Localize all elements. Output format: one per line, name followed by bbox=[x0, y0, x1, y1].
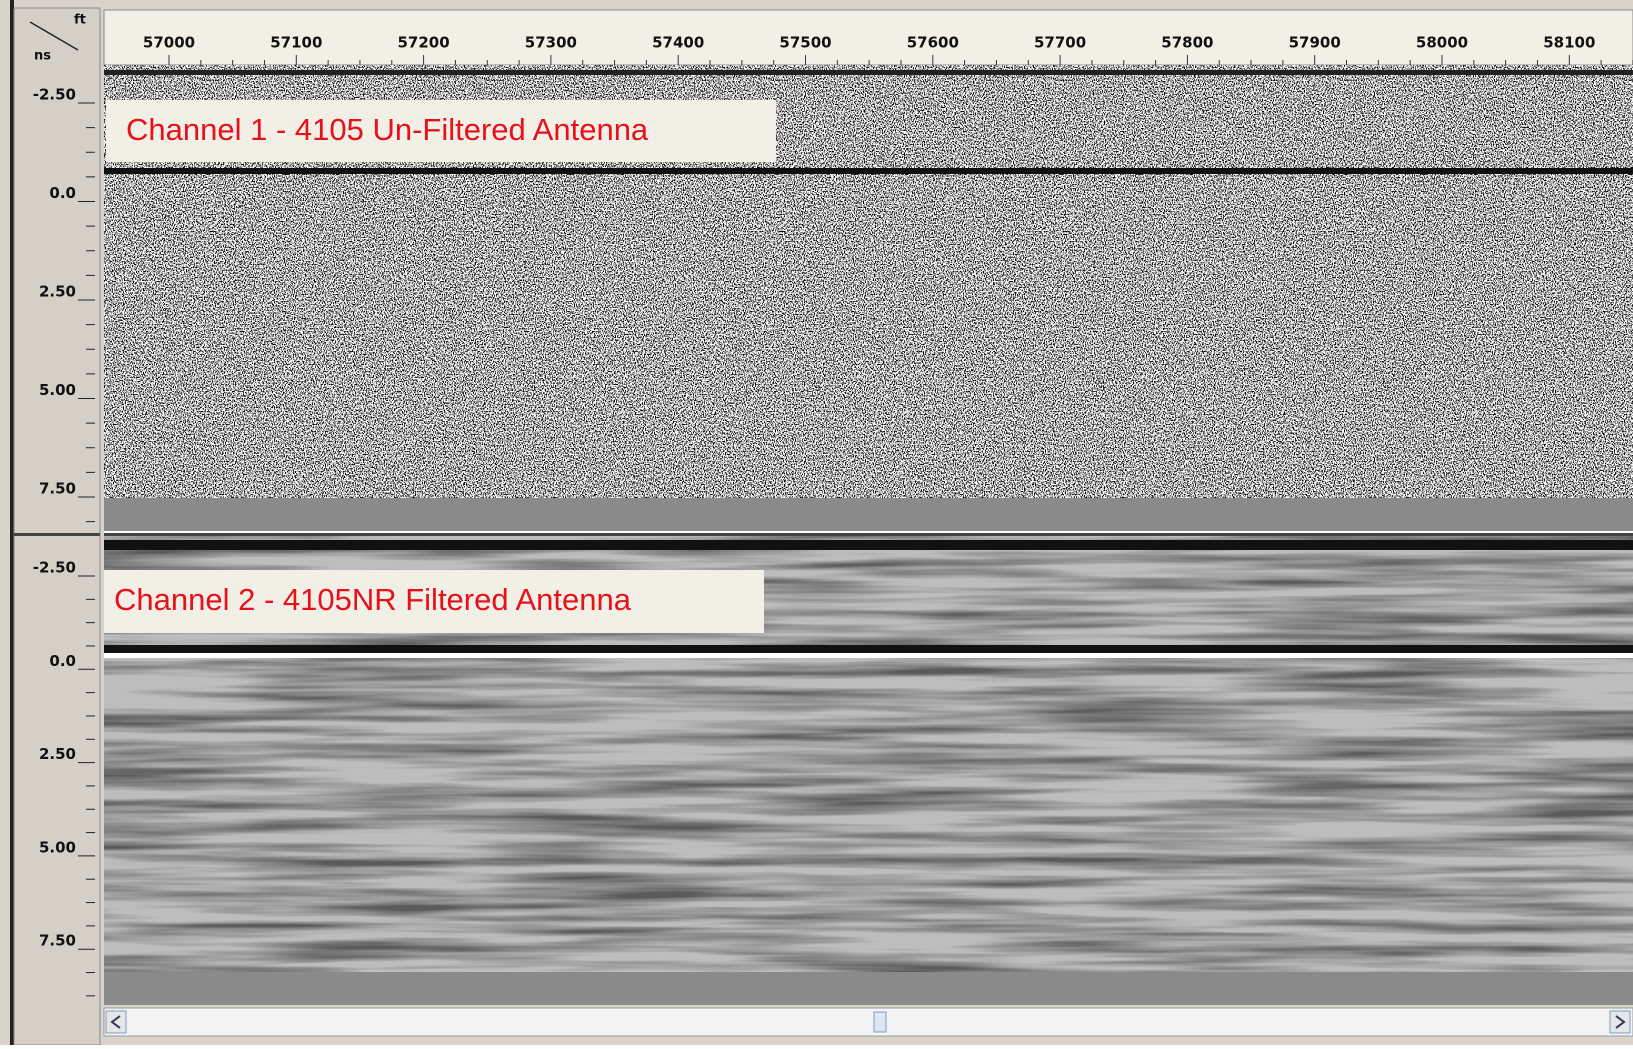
distance-tick-label: 57400 bbox=[652, 34, 704, 52]
channel-divider bbox=[104, 533, 1633, 536]
depth-tick-label: -2.50 bbox=[33, 86, 76, 104]
depth-tick-label: 5.00 bbox=[39, 381, 76, 399]
depth-tick-label: 5.00 bbox=[39, 838, 76, 856]
channel-2-label: Channel 2 - 4105NR Filtered Antenna bbox=[114, 582, 632, 617]
channel-2-surface bbox=[104, 645, 1633, 653]
panel-divider bbox=[14, 533, 100, 536]
unit-y: ns bbox=[34, 49, 51, 64]
depth-panel bbox=[14, 8, 100, 1045]
distance-tick-label: 57000 bbox=[143, 34, 195, 52]
channel-2-surface-light bbox=[104, 653, 1633, 658]
depth-tick-label: 0.0 bbox=[49, 652, 76, 670]
scroll-left-button[interactable] bbox=[106, 1011, 126, 1033]
distance-tick-label: 57500 bbox=[779, 34, 831, 52]
distance-ruler bbox=[104, 10, 1633, 65]
distance-tick-label: 57100 bbox=[270, 34, 322, 52]
depth-tick-label: 0.0 bbox=[49, 184, 76, 202]
depth-tick-label: 2.50 bbox=[39, 283, 76, 301]
scrollbar[interactable] bbox=[104, 1008, 1633, 1036]
depth-tick-label: 7.50 bbox=[39, 932, 76, 950]
distance-tick-label: 58100 bbox=[1543, 34, 1595, 52]
channel-1-direct-wave bbox=[104, 70, 1633, 75]
distance-tick-label: 57200 bbox=[398, 34, 450, 52]
distance-tick-label: 57700 bbox=[1034, 34, 1086, 52]
depth-tick-label: -2.50 bbox=[33, 559, 76, 577]
channel-2-floor bbox=[104, 972, 1633, 1005]
distance-tick-label: 57800 bbox=[1161, 34, 1213, 52]
unit-x: ft bbox=[74, 13, 86, 28]
channel-1-surface bbox=[104, 168, 1633, 174]
depth-tick-label: 2.50 bbox=[39, 745, 76, 763]
depth-tick-label: 7.50 bbox=[39, 480, 76, 498]
distance-tick-label: 57600 bbox=[907, 34, 959, 52]
left-border bbox=[10, 0, 14, 1045]
distance-tick-label: 58000 bbox=[1416, 34, 1468, 52]
channel-2-direct-wave bbox=[104, 540, 1633, 550]
scroll-thumb[interactable] bbox=[874, 1012, 886, 1032]
distance-tick-label: 57900 bbox=[1289, 34, 1341, 52]
distance-tick-label: 57300 bbox=[525, 34, 577, 52]
page: {"ruler": {"unit_x": "ft", "unit_y": "ns… bbox=[0, 0, 1633, 1045]
channel-1-floor bbox=[104, 498, 1633, 531]
radar-window: ft ns Channel 1 - 4105 Un-Filtered Anten… bbox=[0, 0, 1633, 1045]
channel-1-label: Channel 1 - 4105 Un-Filtered Antenna bbox=[126, 112, 649, 147]
scroll-right-button[interactable] bbox=[1610, 1011, 1630, 1033]
